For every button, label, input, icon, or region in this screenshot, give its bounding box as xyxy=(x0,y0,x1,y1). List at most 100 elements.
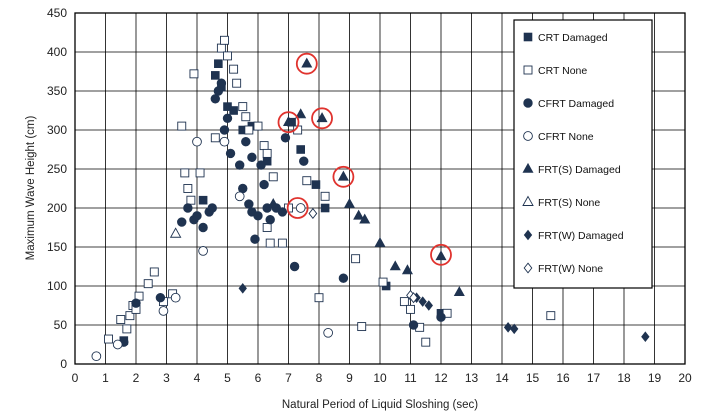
y-tick-label: 300 xyxy=(47,123,67,137)
data-point xyxy=(323,327,334,338)
data-point xyxy=(378,277,388,287)
x-tick-label: 16 xyxy=(556,371,570,385)
data-point xyxy=(180,168,190,178)
data-point xyxy=(359,213,371,224)
highlight-circle xyxy=(332,165,355,188)
data-point xyxy=(155,293,166,303)
data-point xyxy=(316,112,328,123)
data-point xyxy=(338,273,349,283)
data-point xyxy=(210,133,220,143)
data-point xyxy=(337,170,349,181)
x-tick-label: 13 xyxy=(465,371,479,385)
data-point xyxy=(308,207,318,219)
x-tick-label: 18 xyxy=(617,371,631,385)
data-point xyxy=(503,322,513,333)
data-point xyxy=(320,191,330,201)
data-point xyxy=(225,148,236,159)
highlight-circle xyxy=(311,107,333,130)
data-point xyxy=(311,180,321,189)
data-point xyxy=(189,69,199,79)
legend-marker xyxy=(523,32,533,42)
data-point xyxy=(192,136,202,147)
data-point xyxy=(259,141,269,151)
data-point xyxy=(399,297,409,307)
data-point xyxy=(435,250,447,261)
data-point xyxy=(421,337,431,347)
x-tick-label: 5 xyxy=(224,371,231,385)
data-point xyxy=(125,311,135,321)
x-tick-label: 14 xyxy=(495,371,509,385)
data-point xyxy=(219,136,230,147)
data-point xyxy=(234,191,245,202)
data-point xyxy=(244,199,254,209)
data-point xyxy=(183,203,193,213)
series-frt-s-none xyxy=(169,227,182,238)
x-tick-label: 12 xyxy=(434,371,448,385)
data-point xyxy=(235,160,245,170)
data-points xyxy=(91,35,650,362)
data-point xyxy=(131,298,141,308)
highlight-circle xyxy=(286,197,309,219)
data-point xyxy=(408,320,419,330)
y-tick-label: 100 xyxy=(47,279,67,293)
series-cfrt-damaged xyxy=(119,78,446,347)
x-tick-label: 2 xyxy=(133,371,140,385)
legend-label: FRT(W) None xyxy=(538,263,603,275)
data-point xyxy=(213,86,224,96)
data-point xyxy=(216,43,226,53)
highlight-circle xyxy=(430,243,452,266)
data-point xyxy=(170,292,181,303)
data-point xyxy=(256,160,266,170)
x-tick-label: 8 xyxy=(316,371,323,385)
x-axis-title: Natural Period of Liquid Sloshing (sec) xyxy=(282,399,478,411)
data-point xyxy=(389,260,401,271)
data-point xyxy=(453,286,465,297)
data-point xyxy=(229,64,239,74)
y-tick-label: 50 xyxy=(54,318,68,332)
data-point xyxy=(262,148,272,158)
data-point xyxy=(195,168,205,178)
data-point xyxy=(357,322,367,332)
data-point xyxy=(259,179,269,190)
legend-label: CRT None xyxy=(538,65,587,77)
legend-label: CFRT None xyxy=(538,131,594,143)
data-point xyxy=(211,71,220,80)
data-point xyxy=(158,306,169,316)
data-point xyxy=(343,197,356,208)
data-point xyxy=(219,35,229,45)
data-point xyxy=(353,209,365,220)
data-point xyxy=(265,215,275,225)
y-axis-title: Maximum Wave Height (cm) xyxy=(25,116,37,261)
data-point xyxy=(143,279,153,289)
data-point xyxy=(186,195,196,205)
data-point xyxy=(198,222,208,233)
data-point xyxy=(177,121,187,131)
data-point xyxy=(295,108,307,119)
data-point xyxy=(510,323,519,335)
legend-label: FRT(W) Damaged xyxy=(538,230,624,242)
data-point xyxy=(238,283,247,294)
data-point xyxy=(267,197,279,208)
data-point xyxy=(295,203,306,213)
series-frt-s-damaged xyxy=(267,57,465,297)
tick-labels: 0 1 2 3 4 5 6 7 8 9 10 11 12 13 14 15 16 17 18 19 2005010015… xyxy=(47,6,692,385)
data-point xyxy=(122,324,132,334)
legend-label: CFRT Damaged xyxy=(538,98,614,110)
x-tick-label: 20 xyxy=(678,371,692,385)
y-tick-label: 150 xyxy=(47,240,67,254)
data-point xyxy=(250,234,260,244)
data-point xyxy=(214,59,223,69)
data-point xyxy=(406,304,415,314)
legend-marker xyxy=(523,98,533,108)
data-point xyxy=(374,236,386,247)
y-tick-label: 450 xyxy=(47,6,67,20)
data-point xyxy=(299,156,309,166)
grid-lines xyxy=(75,13,685,364)
legend-box xyxy=(513,19,653,289)
data-point xyxy=(210,94,221,104)
x-tick-label: 10 xyxy=(373,371,387,385)
data-point xyxy=(289,261,300,272)
data-point xyxy=(223,51,232,61)
data-point xyxy=(253,211,263,221)
x-tick-label: 7 xyxy=(285,371,292,385)
